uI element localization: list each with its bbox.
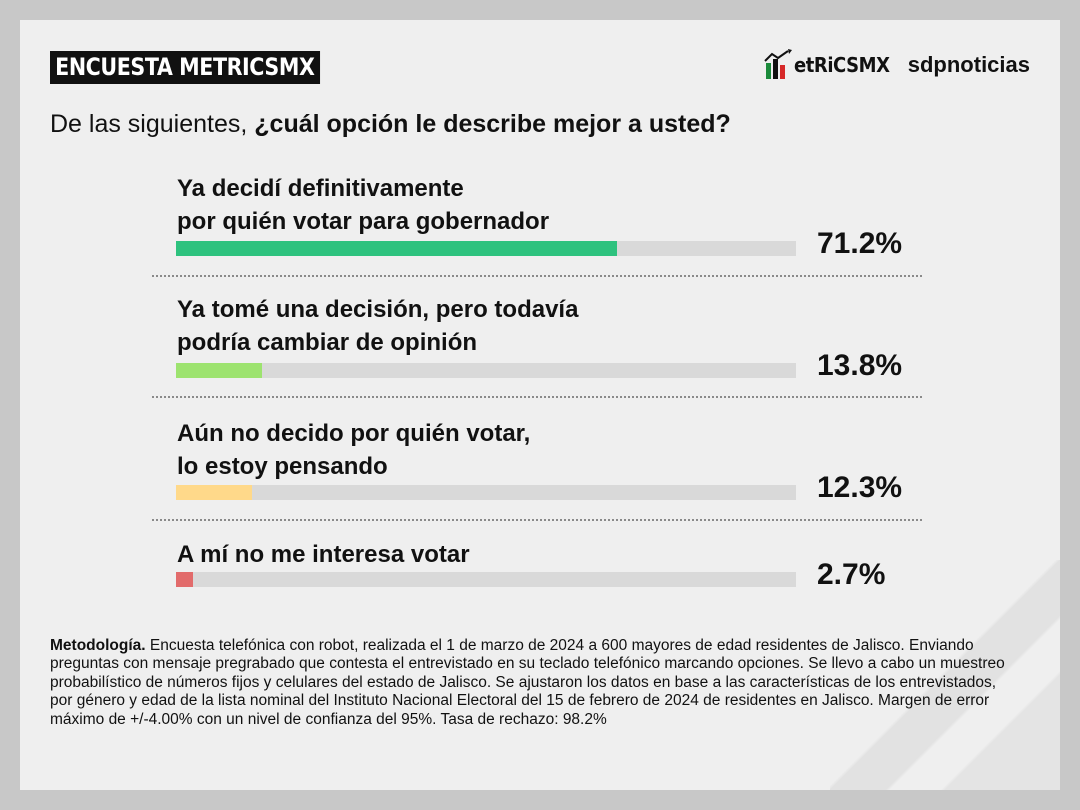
option-label: Ya tomé una decisión, pero todavía podría…	[177, 293, 777, 359]
row-separator	[152, 275, 922, 277]
bar-fill	[176, 572, 193, 587]
sdpnoticias-logo: sdpnoticias	[907, 52, 1030, 77]
option-label-line: Ya decidí definitivamente	[177, 175, 464, 202]
bar-fill	[176, 485, 253, 500]
option-label: Aún no decido por quién votar, lo estoy p…	[177, 417, 777, 483]
bar-track	[176, 241, 796, 256]
bar-track	[176, 485, 796, 500]
option-label: A mí no me interesa votar	[177, 538, 777, 571]
metricsmx-logo: etRiCSMX	[763, 49, 892, 81]
corner-decoration	[830, 560, 1060, 790]
methodology-note: Metodología. Encuesta telefónica con rob…	[50, 637, 1010, 729]
row-separator	[152, 519, 922, 521]
value-label: 13.8%	[817, 349, 903, 382]
bar-fill	[176, 241, 618, 256]
option-label-line: por quién votar para gobernador	[177, 208, 550, 235]
option-label-line: A mí no me interesa votar	[177, 541, 470, 568]
metricsmx-logo-text: etRiCSMX	[793, 53, 890, 77]
bar-track	[176, 572, 796, 587]
question-prefix: De las siguientes,	[50, 110, 255, 138]
row-separator	[152, 396, 922, 398]
methodology-text: Encuesta telefónica con robot, realizada…	[50, 637, 1005, 728]
poll-card: ENCUESTA METRICSMX etRiCSMX sdpnoticias …	[20, 20, 1060, 790]
option-label-line: lo estoy pensando	[177, 453, 388, 480]
logos: etRiCSMX sdpnoticias	[763, 48, 1030, 82]
question-title: De las siguientes, ¿cuál opción le descr…	[50, 110, 731, 139]
value-label: 71.2%	[817, 227, 903, 260]
bar-fill	[176, 363, 262, 378]
bar-chart: Ya decidí definitivamente por quién votar…	[20, 20, 1060, 620]
bar-track	[176, 363, 796, 378]
value-label: 2.7%	[817, 558, 886, 591]
value-label: 12.3%	[817, 471, 903, 504]
header-badge: ENCUESTA METRICSMX	[50, 51, 320, 84]
metricsmx-chart-icon	[763, 49, 792, 79]
option-label-line: Ya tomé una decisión, pero todavía	[177, 296, 579, 323]
methodology-label: Metodología.	[50, 637, 146, 654]
question-emphasis: ¿cuál opción le describe mejor a usted?	[254, 110, 731, 138]
option-label-line: Aún no decido por quién votar,	[177, 420, 531, 447]
option-label: Ya decidí definitivamente por quién votar…	[177, 172, 777, 238]
option-label-line: podría cambiar de opinión	[177, 329, 478, 356]
